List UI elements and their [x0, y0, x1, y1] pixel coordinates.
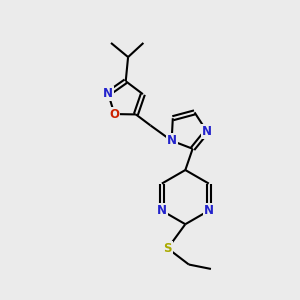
Text: N: N — [167, 134, 177, 147]
Text: N: N — [202, 125, 212, 138]
Text: O: O — [110, 108, 119, 121]
Text: N: N — [157, 204, 167, 217]
Text: S: S — [164, 242, 172, 255]
Text: N: N — [103, 87, 113, 100]
Text: N: N — [204, 204, 214, 217]
